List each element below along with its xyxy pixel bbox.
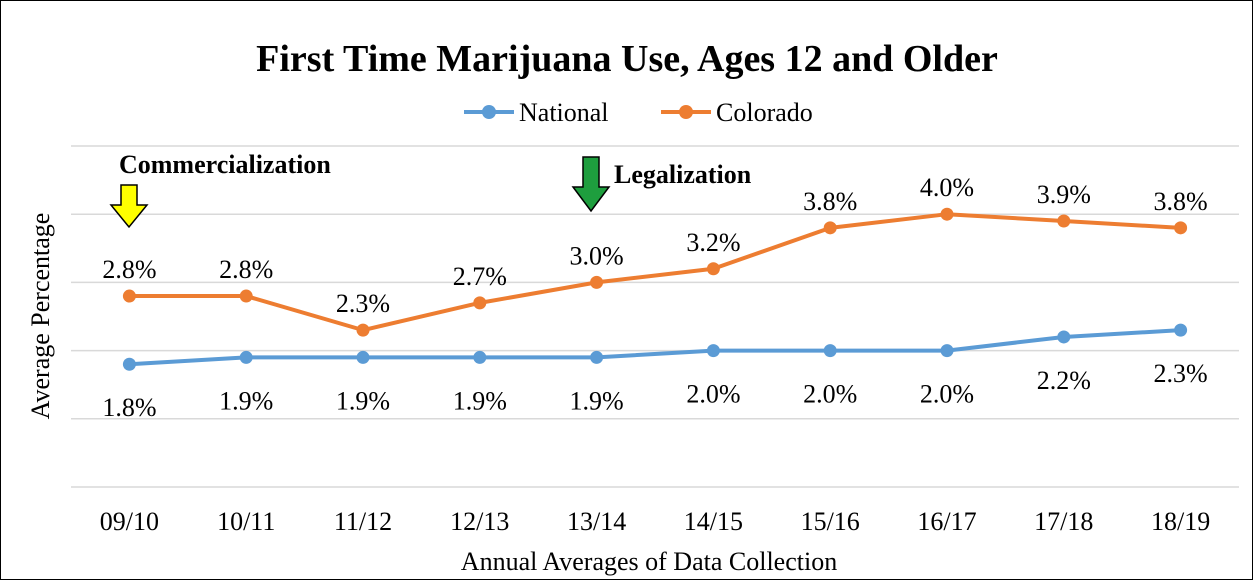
x-tick-label: 11/12 [334, 507, 392, 536]
national-data-label: 1.9% [570, 386, 624, 415]
national-data-point [823, 344, 837, 358]
colorado-data-label: 3.0% [570, 241, 624, 270]
national-data-label: 1.9% [453, 386, 507, 415]
commercialization-arrow-icon [109, 184, 149, 229]
colorado-data-label: 4.0% [920, 173, 974, 202]
legend-colorado-marker [679, 105, 693, 119]
x-tick-label: 09/10 [100, 507, 159, 536]
national-series-line [129, 328, 1181, 367]
colorado-data-label: 3.8% [1154, 187, 1208, 216]
national-data-point [706, 344, 720, 358]
colorado-data-point [356, 323, 370, 337]
x-tick-label: 10/11 [217, 507, 275, 536]
colorado-data-point [1174, 221, 1188, 235]
legend-national-label: National [519, 98, 609, 127]
colorado-data-label: 3.2% [686, 228, 740, 257]
colorado-data-point [473, 296, 487, 310]
series-layer [122, 207, 1188, 371]
colorado-data-label: 2.8% [219, 255, 273, 284]
national-data-point [1174, 323, 1188, 337]
national-data-point [239, 350, 253, 364]
national-data-point [1057, 330, 1071, 344]
colorado-data-label: 2.7% [453, 262, 507, 291]
national-data-label: 2.0% [920, 380, 974, 409]
national-data-point [590, 350, 604, 364]
colorado-data-point [823, 221, 837, 235]
gridlines [71, 145, 1239, 488]
annotation-legalization: Legalization [571, 156, 752, 213]
national-data-label: 1.9% [219, 386, 273, 415]
data-labels: 1.8% 1.9% 1.9% 1.9% 1.9% 2.0% 2.0% 2.0% 2.2% 2.3%… [102, 173, 1207, 422]
colorado-data-point [590, 275, 604, 289]
x-tick-label: 16/17 [917, 507, 976, 536]
colorado-series-line [129, 212, 1181, 333]
legend-national-marker [482, 105, 496, 119]
colorado-data-point [1057, 214, 1071, 228]
y-axis-title: Average Percentage [26, 213, 55, 420]
commercialization-label: Commercialization [119, 150, 331, 179]
colorado-data-label: 3.9% [1037, 180, 1091, 209]
legalization-label: Legalization [614, 160, 752, 189]
national-data-point [940, 344, 954, 358]
x-tick-labels: 09/10 10/11 11/12 12/13 13/14 14/15 15/16 16/17… [100, 507, 1210, 536]
national-data-point [356, 350, 370, 364]
x-axis-title: Annual Averages of Data Collection [461, 547, 837, 576]
national-data-label: 2.2% [1037, 366, 1091, 395]
legend-colorado-label: Colorado [716, 98, 813, 127]
national-data-label: 1.9% [336, 386, 390, 415]
x-tick-label: 12/13 [450, 507, 509, 536]
colorado-data-label: 3.8% [803, 187, 857, 216]
national-data-label: 2.0% [686, 380, 740, 409]
colorado-data-point [940, 207, 954, 221]
national-data-point [473, 350, 487, 364]
legalization-arrow-icon [571, 156, 611, 213]
national-data-label: 2.0% [803, 380, 857, 409]
x-tick-label: 13/14 [567, 507, 626, 536]
annotation-commercialization: Commercialization [109, 150, 331, 229]
national-data-label: 2.3% [1154, 359, 1208, 388]
colorado-data-point [122, 289, 136, 303]
national-data-point [122, 357, 136, 371]
colorado-data-label: 2.8% [102, 255, 156, 284]
x-tick-label: 14/15 [684, 507, 743, 536]
colorado-data-point [239, 289, 253, 303]
chart-title: First Time Marijuana Use, Ages 12 and Ol… [256, 38, 998, 80]
x-tick-label: 17/18 [1034, 507, 1093, 536]
national-data-label: 1.8% [102, 393, 156, 422]
colorado-data-label: 2.3% [336, 289, 390, 318]
legend: National Colorado [464, 98, 813, 127]
x-tick-label: 18/19 [1151, 507, 1210, 536]
colorado-data-point [706, 262, 720, 276]
x-tick-label: 15/16 [801, 507, 860, 536]
